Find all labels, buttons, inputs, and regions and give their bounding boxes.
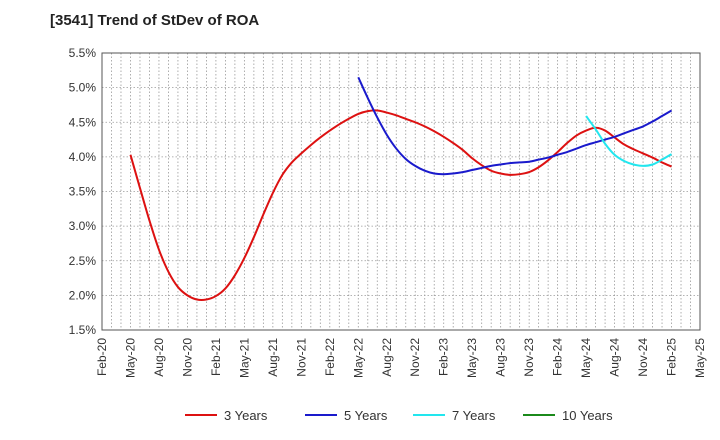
legend: 3 Years 5 Years 7 Years 10 Years	[185, 408, 613, 423]
y-tick-label: 2.0%	[69, 288, 97, 302]
series-lines	[129, 76, 673, 302]
x-tick-label: Aug-23	[494, 338, 508, 377]
series-line-3-years	[129, 109, 672, 302]
legend-label: 3 Years	[224, 408, 268, 423]
x-tick-label: Nov-21	[294, 338, 308, 377]
legend-label: 7 Years	[452, 408, 496, 423]
x-tick-label: May-21	[237, 338, 251, 378]
legend-label: 5 Years	[344, 408, 388, 423]
x-tick-label: Aug-21	[266, 338, 280, 377]
series-line-7-years	[585, 115, 673, 167]
x-tick-label: Feb-20	[95, 338, 109, 376]
grid-lines	[101, 52, 701, 331]
series-line-5-years	[357, 76, 673, 176]
x-tick-label: Nov-20	[180, 338, 194, 377]
y-tick-label: 2.5%	[69, 254, 97, 268]
legend-label: 10 Years	[562, 408, 613, 423]
y-tick-label: 3.0%	[69, 219, 97, 233]
x-tick-label: Nov-24	[636, 338, 650, 377]
x-tick-label: May-24	[579, 338, 593, 378]
x-tick-label: Aug-22	[380, 338, 394, 377]
y-tick-label: 5.0%	[69, 81, 97, 95]
plot-border	[101, 52, 701, 331]
x-tick-label: Feb-25	[665, 338, 679, 376]
y-tick-label: 1.5%	[69, 323, 97, 337]
x-tick-label: Aug-24	[608, 338, 622, 377]
y-tick-label: 5.5%	[69, 46, 97, 60]
y-axis-ticks: 1.5% 2.0% 2.5% 3.0% 3.5% 4.0% 4.5% 5.0% 5.5%	[69, 46, 97, 337]
chart-title: [3541] Trend of StDev of ROA	[50, 12, 260, 29]
x-tick-label: Nov-23	[522, 338, 536, 377]
x-tick-label: Feb-22	[323, 338, 337, 376]
y-tick-label: 4.5%	[69, 115, 97, 129]
y-tick-label: 3.5%	[69, 185, 97, 199]
x-tick-label: Feb-23	[437, 338, 451, 376]
x-tick-label: May-20	[123, 338, 137, 378]
x-tick-label: May-25	[693, 338, 707, 378]
x-tick-label: May-22	[351, 338, 365, 378]
x-tick-label: Feb-24	[551, 338, 565, 376]
x-tick-label: Aug-20	[152, 338, 166, 377]
x-tick-label: Nov-22	[408, 338, 422, 377]
y-tick-label: 4.0%	[69, 150, 97, 164]
x-tick-label: Feb-21	[209, 338, 223, 376]
x-axis-ticks: Feb-20 May-20 Aug-20 Nov-20 Feb-21 May-21 Aug-…	[95, 338, 707, 378]
x-tick-label: May-23	[465, 338, 479, 378]
